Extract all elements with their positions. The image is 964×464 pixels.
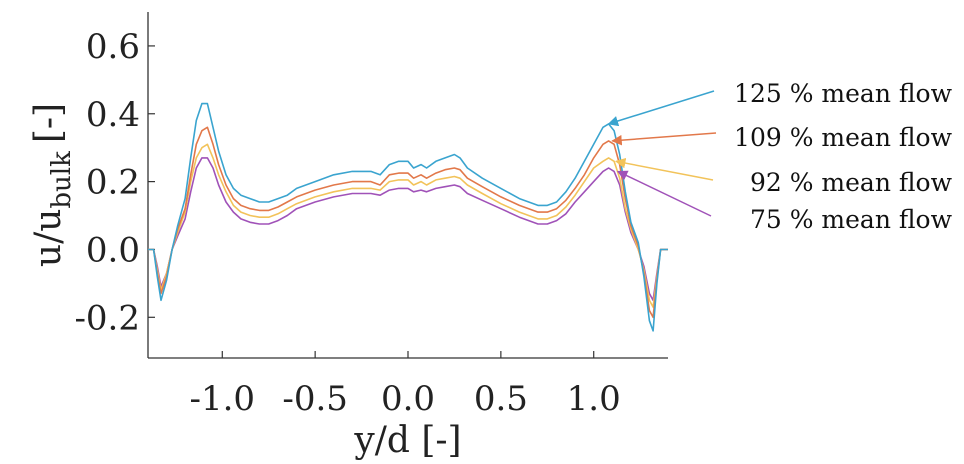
y-tick-label: 0.4: [86, 95, 140, 135]
annotation-arrow: [614, 157, 714, 181]
series-line: [148, 143, 668, 308]
y-tick-label: 0.2: [86, 163, 140, 203]
y-tick-label: 0.6: [86, 27, 140, 67]
y-axis-title-main: u/u: [28, 209, 69, 268]
annotation-arrow: [616, 170, 712, 217]
x-tick-label: 1.0: [567, 379, 621, 419]
y-tick-label: 0.0: [86, 230, 140, 270]
series-annotation-label: 125 % mean flow: [734, 79, 953, 108]
series-annotation-label: 92 % mean flow: [750, 168, 953, 197]
x-axis-title: y/d [-]: [353, 420, 461, 461]
x-tick-label: -0.5: [282, 379, 348, 419]
x-tick-label: 0.0: [381, 379, 435, 419]
series-annotation-label: 109 % mean flow: [734, 123, 953, 152]
y-ticks: -0.2 0.0 0.2 0.4 0.6: [74, 27, 155, 338]
series-line: [148, 102, 668, 332]
series-annotations: 125 % mean flow 109 % mean flow 92 % mean …: [607, 79, 953, 234]
x-tick-label: 0.5: [474, 379, 528, 419]
annotation-arrow: [607, 90, 715, 127]
y-axis-title-subscript: bulk: [47, 151, 77, 209]
y-axis-title: u/ubulk [-]: [28, 103, 77, 267]
y-axis-title-suffix: [-]: [28, 103, 69, 143]
series-annotation-label: 75 % mean flow: [750, 205, 953, 234]
x-ticks: -1.0 -0.5 0.0 0.5 1.0: [190, 351, 621, 419]
series-line: [148, 126, 668, 319]
x-tick-label: -1.0: [190, 379, 256, 419]
series-line: [148, 157, 668, 302]
y-tick-label: -0.2: [74, 298, 140, 338]
annotation-arrow: [611, 132, 717, 146]
series-group: [148, 102, 668, 332]
